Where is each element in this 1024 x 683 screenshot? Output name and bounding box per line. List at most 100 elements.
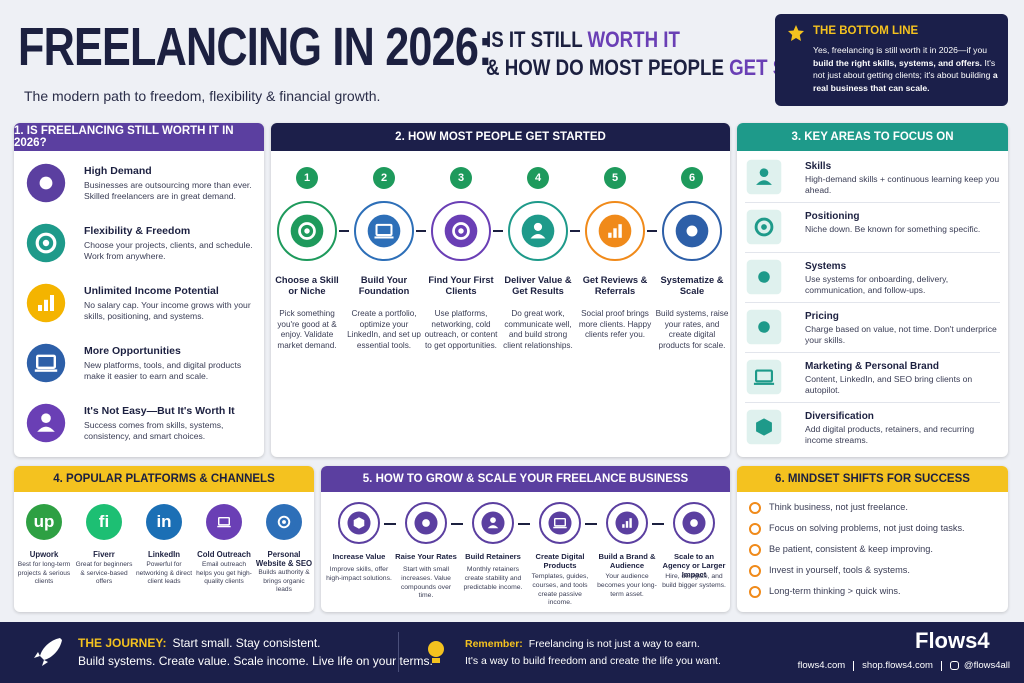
icon [746,359,782,395]
glyph [44,299,48,311]
glyph [353,517,365,529]
step-title: Raise Your Rates [395,552,457,561]
arrow [384,523,396,525]
icon-svg [746,259,782,295]
step-title: Create Digital Products [535,552,585,571]
item-text: Use systems for onboarding, delivery, co… [805,274,949,296]
bulb-icon [428,641,444,663]
step-number: 3 [450,167,472,189]
rocket-icon [34,638,62,666]
icon-svg [272,510,296,534]
icon-svg [746,409,782,445]
links: flows4.com shop.flows4.com @flows4all [760,660,1010,671]
item-title: It's Not Easy—But It's Worth It [84,405,235,417]
arrow [416,230,426,232]
icon-svg [444,214,478,248]
platform-text: Great for beginners & service-based offe… [75,561,133,586]
panel: 1. IS FREELANCING STILL WORTH IT IN 2026… [14,123,264,457]
title: FREELANCING IN 2026: [18,17,493,77]
separator [745,252,1000,253]
item-title: Systems [805,261,847,272]
icon-svg [26,403,66,443]
icon-svg [26,223,66,263]
step-number: 2 [373,167,395,189]
platform-logo: fi [86,504,122,540]
journey: THE JOURNEY: Start small. Stay consistent… [78,636,321,650]
step-title: Scale to an Agency or Larger Impact [662,552,726,580]
step-number: 4 [527,167,549,189]
mindset-item: Think business, not just freelance. [769,502,908,512]
platform-name: LinkedIn [147,550,181,559]
check-circle [749,544,761,556]
glyph [622,524,625,528]
icon-svg [26,343,66,383]
platform-logo: in [146,504,182,540]
glyph [50,295,54,311]
glyph [613,228,617,238]
arrow [652,523,664,525]
icon [746,209,782,245]
step-text: Templates, guides, courses, and tools cr… [531,573,589,607]
step-circle [431,201,491,261]
icon-bg [367,214,401,248]
bottom-line-segment: a real business that can scale. [813,70,998,93]
icon-svg [414,511,438,535]
brand: Flows4 [915,628,990,653]
rocket-body [40,638,62,660]
step-circle [338,502,380,544]
platform-text: Email outreach helps you get high-qualit… [196,561,252,586]
icon [444,214,478,248]
link-divider [940,660,942,671]
step-title: Build a Brand & Audience [598,552,656,571]
arrow [451,523,463,525]
icon-svg [481,511,505,535]
panel-heading: 2. HOW MOST PEOPLE GET STARTED [271,123,730,151]
glyph [761,224,767,230]
step-text: Your audience becomes your long-term ass… [597,573,657,598]
bottom-line-segment: It's not just about getting clients; it'… [813,57,996,81]
icon-svg [26,163,66,203]
item-text: New platforms, tools, and digital produc… [84,360,242,382]
icon-svg [615,511,639,535]
icon-svg [367,214,401,248]
icon-svg [682,511,706,535]
separator [745,202,1000,203]
check-circle [749,523,761,535]
icon-svg [521,214,555,248]
icon-svg [548,511,572,535]
icon-bg [746,359,782,395]
item-title: Unlimited Income Potential [84,285,219,297]
panel: 2. HOW MOST PEOPLE GET STARTED 1 Choose a … [271,123,730,457]
panel-heading: 6. MINDSET SHIFTS FOR SUCCESS [737,466,1008,492]
item-text: No salary cap. Your income grows with yo… [84,300,251,322]
remember: Remember: Freelancing is not just a way t… [465,638,700,650]
step-text: Improve skills, offer high-impact soluti… [326,566,392,582]
divider [398,632,399,672]
platform-logo: up [26,504,62,540]
panel: 5. HOW TO GROW & SCALE YOUR FREELANCE BU… [321,466,730,612]
panel-heading: 4. POPULAR PLATFORMS & CHANNELS [14,466,314,492]
step-circle [277,201,337,261]
mindset-item: Long-term thinking > quick wins. [769,586,901,596]
item-title: Positioning [805,211,860,222]
glyph [452,222,470,240]
mindset-item: Invest in yourself, tools & systems. [769,565,910,575]
glyph [36,354,56,369]
icon [746,159,782,195]
mindset-item: Focus on solving problems, not just doin… [769,523,965,533]
panel-heading: 3. KEY AREAS TO FOCUS ON [737,123,1008,151]
journey-text: Start small. Stay consistent. [172,636,321,650]
icon-bg [26,403,66,443]
glyph [758,321,770,333]
icon [548,511,572,535]
bottom-line-text: Yes, freelancing is still worth it in 20… [813,44,1003,94]
item-title: More Opportunities [84,345,181,357]
glyph [756,180,772,185]
step-circle [673,502,715,544]
item-text: Charge based on value, not time. Don't u… [805,324,997,346]
footer-link: shop.flows4.com [862,660,933,671]
icon-svg [212,510,236,534]
step-text: Social proof brings more clients. Happy … [578,309,652,340]
icon [481,511,505,535]
glyph [39,176,53,190]
